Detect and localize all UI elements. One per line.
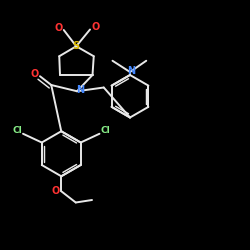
Text: N: N [76, 85, 84, 95]
Text: O: O [30, 69, 38, 79]
Text: Cl: Cl [13, 126, 22, 135]
Text: O: O [52, 186, 60, 196]
Text: S: S [73, 41, 80, 51]
Text: O: O [92, 22, 100, 32]
Text: N: N [127, 66, 135, 76]
Text: Cl: Cl [100, 126, 110, 135]
Text: O: O [54, 23, 62, 33]
